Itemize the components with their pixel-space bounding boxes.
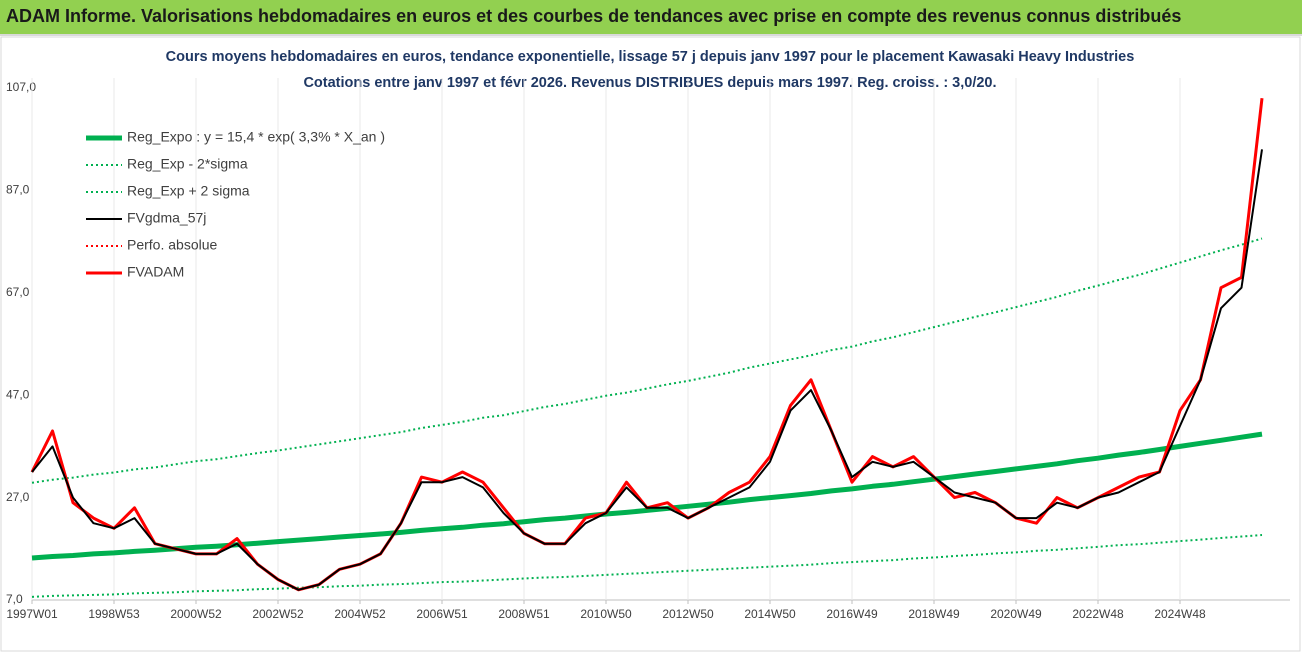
series-line: [31, 534, 1263, 598]
x-tick-label: 2012W50: [662, 607, 714, 621]
legend-label: Reg_Expo : y = 15,4 * exp( 3,3% * X_an ): [127, 129, 385, 145]
x-tick-label: 1998W53: [88, 607, 140, 621]
chart-subtitle: Cotations entre janv 1997 et févr 2026. …: [303, 75, 996, 91]
x-tick-label: 2024W48: [1154, 607, 1206, 621]
x-tick-label: 2000W52: [170, 607, 222, 621]
series-line: [31, 149, 1263, 591]
x-tick-label: 2022W48: [1072, 607, 1124, 621]
legend-label: FVADAM: [127, 264, 184, 280]
series-line: [31, 237, 1263, 484]
x-tick-label: 2020W49: [990, 607, 1042, 621]
x-tick-label: 1997W01: [6, 607, 58, 621]
page-header: ADAM Informe. Valorisations hebdomadaire…: [0, 0, 1302, 36]
legend-label: FVgdma_57j: [127, 210, 206, 226]
x-tick-label: 2016W49: [826, 607, 878, 621]
legend-label: Reg_Exp - 2*sigma: [127, 156, 248, 172]
y-tick-label: 27,0: [6, 490, 30, 504]
y-tick-label: 67,0: [6, 285, 30, 299]
x-tick-label: 2006W51: [416, 607, 468, 621]
chart-frame: [0, 36, 1301, 652]
x-tick-label: 2008W51: [498, 607, 550, 621]
legend-label: Reg_Exp + 2 sigma: [127, 183, 250, 199]
y-tick-label: 107,0: [6, 80, 36, 94]
chart-title: Cours moyens hebdomadaires en euros, ten…: [166, 49, 1135, 65]
x-tick-label: 2014W50: [744, 607, 796, 621]
y-tick-label: 47,0: [6, 387, 30, 401]
y-tick-label: 87,0: [6, 183, 30, 197]
x-tick-label: 2004W52: [334, 607, 386, 621]
legend-label: Perfo. absolue: [127, 237, 217, 253]
x-tick-label: 2018W49: [908, 607, 960, 621]
x-tick-label: 2002W52: [252, 607, 304, 621]
chart: Cours moyens hebdomadaires en euros, ten…: [0, 36, 1301, 652]
y-tick-label: 7,0: [6, 592, 23, 606]
x-tick-label: 2010W50: [580, 607, 632, 621]
